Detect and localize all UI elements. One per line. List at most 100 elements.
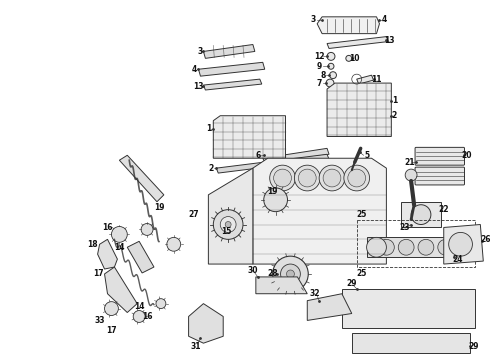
Circle shape [298,169,316,187]
Text: 29: 29 [346,279,357,288]
Text: 7: 7 [317,78,322,87]
Circle shape [156,299,166,309]
Circle shape [141,224,153,235]
Polygon shape [263,148,329,164]
Circle shape [323,169,341,187]
Text: 22: 22 [439,205,449,214]
Circle shape [264,188,288,212]
Text: 32: 32 [310,289,320,298]
Polygon shape [307,294,352,320]
Text: 12: 12 [314,52,324,61]
Polygon shape [127,241,154,273]
Text: 26: 26 [480,235,490,244]
Text: 13: 13 [384,36,394,45]
Polygon shape [357,75,373,84]
Text: 27: 27 [188,210,199,219]
Text: 3: 3 [198,47,203,56]
Text: 8: 8 [320,71,326,80]
Circle shape [348,169,366,187]
Circle shape [438,239,454,255]
Text: 17: 17 [106,326,117,335]
Text: 30: 30 [247,266,258,275]
Polygon shape [317,17,379,33]
Polygon shape [213,116,286,158]
Text: 20: 20 [461,151,472,160]
Text: 5: 5 [364,151,369,160]
Circle shape [220,217,236,233]
Text: 16: 16 [102,223,113,232]
Polygon shape [327,37,389,49]
Circle shape [273,169,292,187]
Circle shape [456,239,471,255]
Circle shape [327,53,335,60]
Circle shape [287,270,294,278]
Circle shape [328,63,334,69]
Text: 4: 4 [382,15,387,24]
Circle shape [111,226,127,242]
Text: 1: 1 [206,124,211,133]
Polygon shape [327,83,392,136]
Text: 3: 3 [311,15,316,24]
Circle shape [225,221,231,228]
Text: 13: 13 [193,82,204,91]
Text: 31: 31 [190,342,201,351]
Text: 19: 19 [154,203,164,212]
Text: 9: 9 [317,62,322,71]
Polygon shape [120,155,164,202]
Polygon shape [444,225,483,264]
Circle shape [344,165,369,191]
Circle shape [367,237,387,257]
Polygon shape [203,45,255,58]
Text: 33: 33 [95,316,105,325]
Text: 10: 10 [349,54,360,63]
Circle shape [449,233,472,256]
Text: 6: 6 [255,151,261,160]
Polygon shape [367,237,475,257]
Circle shape [213,210,243,239]
Text: 17: 17 [93,269,104,278]
Text: 4: 4 [192,65,197,74]
Text: 23: 23 [399,223,410,232]
Polygon shape [253,158,387,264]
Polygon shape [203,79,262,90]
Polygon shape [216,154,329,173]
Polygon shape [342,289,475,328]
FancyBboxPatch shape [415,147,465,165]
Text: 1: 1 [392,96,397,105]
Circle shape [270,165,295,191]
Text: 18: 18 [87,240,98,249]
Circle shape [281,264,300,284]
Circle shape [104,302,119,315]
FancyBboxPatch shape [415,167,465,185]
Text: 11: 11 [371,75,382,84]
Circle shape [411,205,431,225]
Circle shape [346,55,352,61]
Text: 28: 28 [268,269,278,278]
Circle shape [294,165,320,191]
Circle shape [378,239,394,255]
Circle shape [398,239,414,255]
Text: 21: 21 [405,158,416,167]
Polygon shape [256,277,307,294]
Text: 25: 25 [356,269,367,278]
Circle shape [405,169,417,181]
Circle shape [167,237,181,251]
Circle shape [319,165,345,191]
Polygon shape [208,168,253,264]
Text: 29: 29 [468,342,479,351]
Circle shape [272,256,308,292]
Text: 16: 16 [142,312,152,321]
Circle shape [326,79,334,87]
Text: 25: 25 [356,210,367,219]
Text: 19: 19 [268,187,278,196]
Polygon shape [189,303,223,343]
Text: 14: 14 [114,243,124,252]
Polygon shape [352,333,470,353]
Text: 14: 14 [134,302,145,311]
Polygon shape [198,62,265,76]
Text: 15: 15 [221,227,231,236]
Text: 2: 2 [392,111,397,120]
Polygon shape [401,202,441,228]
Text: 24: 24 [452,255,463,264]
Polygon shape [104,267,137,312]
